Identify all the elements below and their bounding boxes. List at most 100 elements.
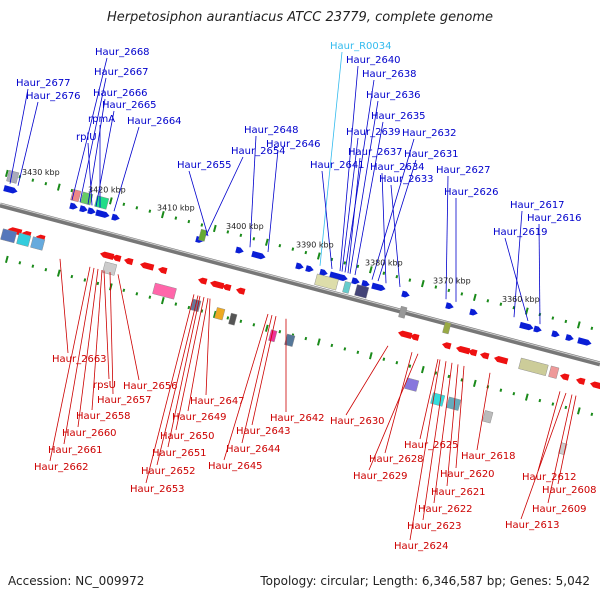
forward-gene <box>351 277 360 285</box>
gene-label-haur-2631[interactable]: Haur_2631 <box>404 149 459 160</box>
gene-label-haur-2612[interactable]: Haur_2612 <box>522 472 577 483</box>
forward-gene <box>87 207 96 215</box>
gene-label-haur-2646[interactable]: Haur_2646 <box>266 139 321 150</box>
reverse-gene <box>590 381 600 390</box>
tick-mark-lower <box>148 295 152 299</box>
gene-label-haur-2660[interactable]: Haur_2660 <box>62 428 117 439</box>
leader-line <box>249 135 257 248</box>
gene-label-haur-2661[interactable]: Haur_2661 <box>48 445 103 456</box>
tick-mark-lower <box>512 391 516 396</box>
gene-label-haur-2634[interactable]: Haur_2634 <box>370 162 425 173</box>
gene-label-haur-2618[interactable]: Haur_2618 <box>461 451 516 462</box>
tick-mark-lower <box>108 283 113 291</box>
gene-label-haur-2644[interactable]: Haur_2644 <box>226 444 281 455</box>
gene-label-haur-2662[interactable]: Haur_2662 <box>34 462 89 473</box>
gene-label-haur-2656[interactable]: Haur_2656 <box>123 381 178 392</box>
leader-line <box>251 316 277 426</box>
gene-label-haur-2658[interactable]: Haur_2658 <box>76 411 131 422</box>
leader-line <box>422 361 447 521</box>
gene-label-haur-2624[interactable]: Haur_2624 <box>394 541 449 552</box>
forward-gene <box>339 274 348 282</box>
gene-label-rpma[interactable]: rpmA <box>88 114 115 125</box>
gene-label-haur-2617[interactable]: Haur_2617 <box>510 200 565 211</box>
gene-label-rplu[interactable]: rplU <box>76 132 97 143</box>
gene-label-haur-2643[interactable]: Haur_2643 <box>236 426 291 437</box>
gene-label-haur-2630[interactable]: Haur_2630 <box>330 416 385 427</box>
gene-label-haur-2649[interactable]: Haur_2649 <box>172 412 227 423</box>
gene-label-haur-2642[interactable]: Haur_2642 <box>270 413 325 424</box>
forward-gene <box>251 250 266 260</box>
gene-label-haur-2625[interactable]: Haur_2625 <box>404 440 459 451</box>
gene-label-haur-r0034[interactable]: Haur_R0034 <box>330 41 392 52</box>
gene-label-haur-2665[interactable]: Haur_2665 <box>102 100 157 111</box>
backbone-line <box>0 202 600 367</box>
leader-line <box>445 175 449 300</box>
tick-mark-upper <box>460 292 464 296</box>
tick-mark-lower <box>590 412 594 417</box>
tick-mark-lower <box>395 360 399 365</box>
gene-label-haur-2653[interactable]: Haur_2653 <box>130 484 185 495</box>
leader-line <box>433 362 453 504</box>
gene-label-haur-2645[interactable]: Haur_2645 <box>208 461 263 472</box>
reverse-gene <box>467 349 478 357</box>
leader-line <box>476 372 491 451</box>
leader-line <box>347 157 361 274</box>
gene-label-haur-2667[interactable]: Haur_2667 <box>94 67 149 78</box>
tick-mark-lower <box>239 319 243 324</box>
gene-label-haur-2657[interactable]: Haur_2657 <box>97 395 152 406</box>
gene-label-haur-2627[interactable]: Haur_2627 <box>436 165 491 176</box>
protein-domain-box <box>518 357 549 377</box>
leader-line <box>95 110 115 207</box>
gene-label-haur-2647[interactable]: Haur_2647 <box>190 396 245 407</box>
gene-label-haur-2650[interactable]: Haur_2650 <box>160 431 215 442</box>
gene-label-haur-2620[interactable]: Haur_2620 <box>440 469 495 480</box>
tick-mark-upper <box>160 211 165 219</box>
gene-label-haur-2641[interactable]: Haur_2641 <box>310 160 365 171</box>
gene-label-haur-2655[interactable]: Haur_2655 <box>177 160 232 171</box>
gene-label-haur-2654[interactable]: Haur_2654 <box>231 146 286 157</box>
gene-label-haur-2668[interactable]: Haur_2668 <box>95 47 150 58</box>
tick-mark-lower <box>316 338 321 346</box>
gene-label-haur-2635[interactable]: Haur_2635 <box>371 111 426 122</box>
gene-label-haur-2609[interactable]: Haur_2609 <box>532 504 587 515</box>
forward-gene <box>95 209 110 218</box>
gene-label-haur-2639[interactable]: Haur_2639 <box>346 127 401 138</box>
gene-label-haur-2622[interactable]: Haur_2622 <box>418 504 473 515</box>
gene-label-haur-2664[interactable]: Haur_2664 <box>127 116 182 127</box>
gene-label-haur-2636[interactable]: Haur_2636 <box>366 90 421 101</box>
gene-label-haur-2676[interactable]: Haur_2676 <box>26 91 81 102</box>
tick-mark-upper <box>31 178 35 182</box>
gene-label-haur-2651[interactable]: Haur_2651 <box>152 448 207 459</box>
gene-label-rpsu[interactable]: rpsU <box>93 380 116 391</box>
gene-label-haur-2613[interactable]: Haur_2613 <box>505 520 560 531</box>
protein-domain-box <box>354 284 370 299</box>
tick-mark-upper <box>148 209 152 213</box>
gene-label-haur-2637[interactable]: Haur_2637 <box>348 147 403 158</box>
gene-label-haur-2608[interactable]: Haur_2608 <box>542 485 597 496</box>
tick-mark-upper <box>304 250 308 255</box>
gene-label-haur-2638[interactable]: Haur_2638 <box>362 69 417 80</box>
gene-label-haur-2663[interactable]: Haur_2663 <box>52 354 107 365</box>
leader-line <box>156 295 199 466</box>
gene-label-haur-2628[interactable]: Haur_2628 <box>369 454 424 465</box>
gene-label-haur-2629[interactable]: Haur_2629 <box>353 471 408 482</box>
leader-line <box>341 137 359 272</box>
gene-label-haur-2626[interactable]: Haur_2626 <box>444 187 499 198</box>
gene-label-haur-2640[interactable]: Haur_2640 <box>346 55 401 66</box>
gene-label-haur-2666[interactable]: Haur_2666 <box>93 88 148 99</box>
gene-label-haur-2648[interactable]: Haur_2648 <box>244 125 299 136</box>
leader-line <box>419 358 439 440</box>
gene-label-haur-2677[interactable]: Haur_2677 <box>16 78 71 89</box>
tick-mark-upper <box>486 299 490 303</box>
gene-label-haur-2633[interactable]: Haur_2633 <box>379 174 434 185</box>
gene-label-haur-2632[interactable]: Haur_2632 <box>402 128 457 139</box>
reverse-gene <box>455 345 471 355</box>
forward-gene <box>69 202 78 210</box>
reverse-gene <box>409 333 420 341</box>
gene-label-haur-2652[interactable]: Haur_2652 <box>141 466 196 477</box>
gene-label-haur-2619[interactable]: Haur_2619 <box>493 227 548 238</box>
gene-label-haur-2616[interactable]: Haur_2616 <box>527 213 582 224</box>
gene-label-haur-2621[interactable]: Haur_2621 <box>431 487 486 498</box>
gene-label-haur-2623[interactable]: Haur_2623 <box>407 521 462 532</box>
